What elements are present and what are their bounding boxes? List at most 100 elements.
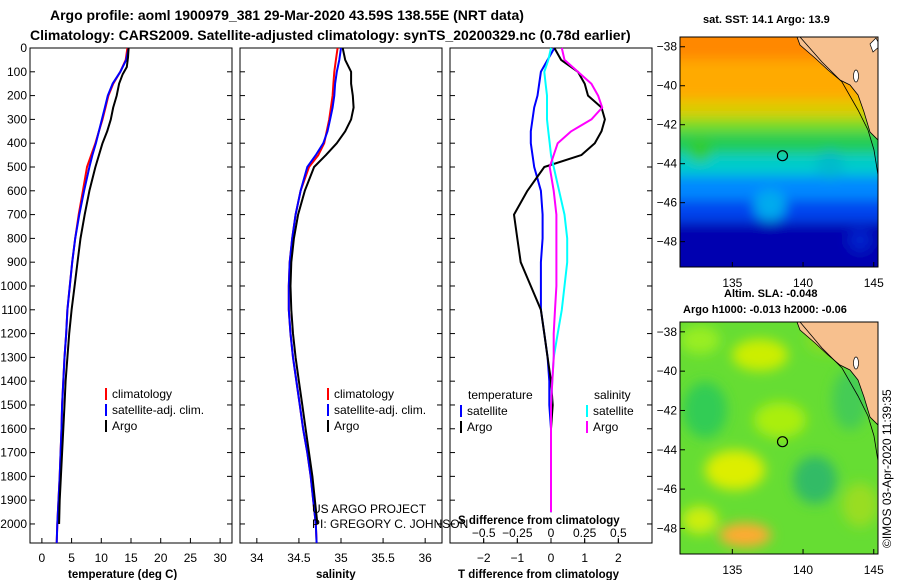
x-tick-label: 34 bbox=[250, 551, 264, 565]
sst-profile-marker bbox=[776, 150, 789, 162]
map-y-tick-label: −42 bbox=[657, 403, 678, 417]
x-tick-label: 35 bbox=[334, 551, 348, 565]
y-tick-label: 1200 bbox=[0, 327, 27, 341]
x-tick-label: −2 bbox=[477, 551, 491, 565]
x2-tick-label: −0.25 bbox=[502, 526, 533, 540]
project-line-1: US ARGO PROJECT bbox=[312, 502, 427, 516]
sla-map-field bbox=[680, 322, 878, 554]
series-line-satellite bbox=[529, 47, 556, 513]
sla-map-frame bbox=[679, 321, 879, 555]
x-tick-label: 30 bbox=[213, 551, 227, 565]
y-tick-label: 1800 bbox=[0, 469, 27, 483]
x-tick-label: 2 bbox=[615, 551, 622, 565]
x-tick-label: 0 bbox=[39, 551, 46, 565]
series-line-climatology bbox=[55, 47, 129, 544]
legend-label: Argo bbox=[467, 420, 493, 434]
y-tick-label: 1100 bbox=[1, 303, 27, 317]
map-y-tick-label: −46 bbox=[657, 196, 678, 210]
x2-tick-label: 0.25 bbox=[573, 526, 597, 540]
map-x-tick-label: 135 bbox=[722, 563, 742, 577]
difference-series bbox=[513, 47, 606, 513]
sst-bands bbox=[680, 37, 878, 267]
difference-legend: temperature salinity satellite Argo satellit… bbox=[460, 388, 634, 434]
map-x-tick-label: 135 bbox=[722, 276, 742, 290]
map-y-tick-label: −38 bbox=[657, 40, 678, 54]
x-tick-label: 10 bbox=[95, 551, 109, 565]
x-tick-label: 25 bbox=[184, 551, 198, 565]
title-line-1: Argo profile: aoml 1900979_381 29-Mar-20… bbox=[50, 7, 524, 23]
sla-map-ticks: 135 140 145 −38 −40 −42 −44 −46 −48 bbox=[657, 325, 884, 577]
sla-map-title-line-2: Argo h1000: -0.013 h2000: -0.06 bbox=[683, 304, 847, 316]
s-difference-xlabel: S difference from climatology bbox=[458, 515, 620, 527]
y-tick-label: 1400 bbox=[0, 374, 27, 388]
x2-tick-label: 0.5 bbox=[610, 526, 627, 540]
x2-tick-label: −0.5 bbox=[472, 526, 496, 540]
salinity-xlabel: salinity bbox=[316, 569, 356, 580]
series-line-argo bbox=[289, 47, 355, 525]
y-tick-label: 300 bbox=[7, 112, 27, 126]
map-y-tick-label: −38 bbox=[657, 325, 678, 339]
temperature-ticks: 0 5 10 15 20 25 300100200300400500600700800900… bbox=[0, 41, 232, 565]
title-line-2: Climatology: CARS2009. Satellite-adjuste… bbox=[30, 27, 631, 43]
y-tick-label: 1300 bbox=[0, 350, 27, 364]
y-tick-label: 100 bbox=[7, 65, 27, 79]
map-x-tick-label: 145 bbox=[864, 563, 884, 577]
series-line-argo bbox=[513, 47, 606, 513]
sla-profile-marker bbox=[776, 436, 789, 448]
map-y-tick-label: −44 bbox=[657, 443, 678, 457]
salinity-ticks: 34 34.5 35 35.5 36 bbox=[240, 47, 442, 565]
legend-label: satellite bbox=[593, 404, 634, 418]
footer-credit: ©IMOS 03-Apr-2020 11:39:35 bbox=[880, 389, 894, 548]
map-y-tick-label: −48 bbox=[657, 235, 678, 249]
legend-label: satellite bbox=[467, 404, 508, 418]
y-tick-label: 900 bbox=[7, 255, 27, 269]
y-tick-label: 2000 bbox=[0, 517, 27, 531]
map-x-tick-label: 145 bbox=[864, 276, 884, 290]
x2-tick-label: 0 bbox=[548, 526, 555, 540]
salinity-legend: climatology satellite-adj. clim. Argo bbox=[327, 387, 426, 433]
salinity-series bbox=[287, 47, 355, 544]
y-tick-label: 800 bbox=[7, 231, 27, 245]
x-tick-label: 1 bbox=[581, 551, 588, 565]
y-tick-label: 1500 bbox=[0, 398, 27, 412]
series-line-satellite-adj-clim- bbox=[287, 47, 342, 544]
sla-map-title-line-1: Altim. SLA: -0.048 bbox=[724, 288, 818, 300]
y-tick-label: 200 bbox=[7, 89, 27, 103]
x-tick-label: −1 bbox=[510, 551, 524, 565]
map-y-tick-label: −46 bbox=[657, 482, 678, 496]
series-line-satellite-adj-clim- bbox=[55, 47, 130, 544]
x-tick-label: 5 bbox=[68, 551, 75, 565]
legend-label: satellite-adj. clim. bbox=[112, 403, 204, 417]
sst-map-ticks: 135 140 145 −38 −40 −42 −44 −46 −48 bbox=[657, 40, 884, 290]
salinity-panel: 34 34.5 35 35.5 36 salinity climatology satel… bbox=[239, 47, 468, 580]
legend-label: Argo bbox=[334, 419, 360, 433]
y-tick-label: 1900 bbox=[0, 493, 27, 507]
x-tick-label: 20 bbox=[154, 551, 168, 565]
x-tick-label: 15 bbox=[124, 551, 138, 565]
legend-title-salinity: salinity bbox=[594, 388, 631, 402]
y-tick-label: 1700 bbox=[0, 446, 27, 460]
x-tick-label: 35.5 bbox=[371, 551, 395, 565]
series-line-argo bbox=[548, 47, 604, 513]
y-tick-label: 700 bbox=[7, 208, 27, 222]
x-tick-label: 36 bbox=[418, 551, 432, 565]
map-y-tick-label: −42 bbox=[657, 118, 678, 132]
sst-map: sat. SST: 14.1 Argo: 13.9 135 140 145 −38 −4… bbox=[657, 14, 884, 290]
temperature-panel: 0 5 10 15 20 25 300100200300400500600700800900… bbox=[0, 41, 233, 580]
y-tick-label: 1600 bbox=[0, 422, 27, 436]
difference-panel: −2 −1 0 1 2 −0.5 −0.25 0 0.25 0.5 S difference fr… bbox=[449, 47, 653, 580]
sla-blobs bbox=[680, 326, 878, 547]
temperature-legend: climatology satellite-adj. clim. Argo bbox=[105, 387, 204, 433]
sla-land bbox=[796, 322, 878, 426]
x-tick-label: 0 bbox=[548, 551, 555, 565]
legend-label: Argo bbox=[112, 419, 138, 433]
y-tick-label: 600 bbox=[7, 184, 27, 198]
difference-ticks: −2 −1 0 1 2 −0.5 −0.25 0 0.25 0.5 bbox=[450, 47, 652, 565]
map-y-tick-label: −40 bbox=[657, 79, 678, 93]
y-tick-label: 0 bbox=[20, 41, 27, 55]
temperature-series bbox=[55, 47, 130, 544]
y-tick-label: 400 bbox=[7, 136, 27, 150]
map-y-tick-label: −40 bbox=[657, 364, 678, 378]
x-tick-label: 34.5 bbox=[287, 551, 311, 565]
